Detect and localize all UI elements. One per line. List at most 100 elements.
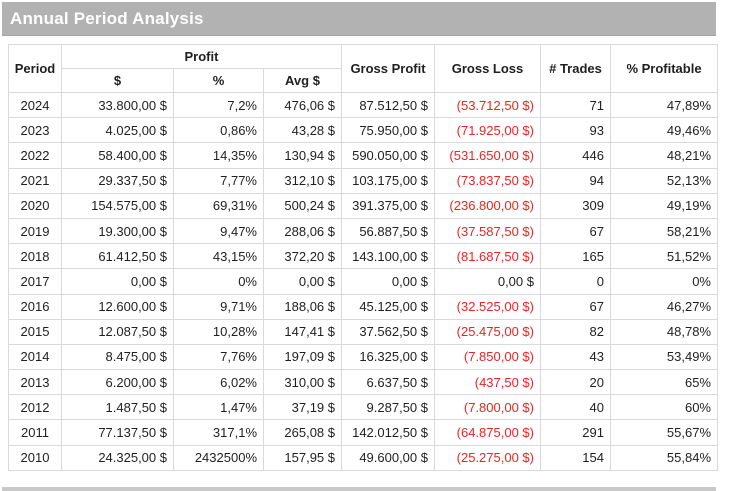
cell-gross-profit: 56.887,50 $	[341, 217, 435, 245]
cell-profit-usd: 77.137,50 $	[61, 419, 174, 446]
cell-profitable: 55,67%	[610, 419, 718, 446]
table-row: 2021 29.337,50 $7,77% 312,10 $103.175,00 $…	[8, 167, 718, 194]
column-header-gross-profit: Gross Profit	[341, 44, 435, 93]
cell-profit-pct: 14,35%	[173, 142, 264, 169]
column-header-profit-avg: Avg $	[263, 68, 342, 93]
column-header-period: Period	[8, 44, 62, 93]
cell-profit-avg: 188,06 $	[263, 293, 342, 320]
cell-gross-loss: (64.875,00 $)	[434, 419, 541, 446]
cell-trades: 40	[540, 394, 611, 421]
cell-gross-loss: (7.800,00 $)	[434, 394, 541, 421]
cell-profit-avg: 372,20 $	[263, 243, 342, 270]
table-header: Period Profit Gross Profit Gross Loss # …	[8, 44, 718, 93]
cell-period: 2022	[8, 142, 62, 169]
cell-trades: 71	[540, 91, 611, 119]
cell-profit-pct: 0,86%	[173, 117, 264, 144]
cell-trades: 446	[540, 142, 611, 169]
cell-profit-pct: 43,15%	[173, 243, 264, 270]
cell-profit-usd: 61.412,50 $	[61, 243, 174, 270]
cell-profit-pct: 9,47%	[173, 217, 264, 245]
cell-trades: 67	[540, 293, 611, 320]
cell-period: 2012	[8, 394, 62, 421]
cell-profitable: 0%	[610, 268, 718, 295]
cell-profit-usd: 6.200,00 $	[61, 369, 174, 396]
cell-profitable: 53,49%	[610, 343, 718, 371]
cell-gross-profit: 37.562,50 $	[341, 318, 435, 345]
table-row: 2019 19.300,00 $9,47% 288,06 $56.887,50 $(…	[8, 217, 718, 245]
cell-gross-loss: (32.525,00 $)	[434, 293, 541, 320]
cell-profit-avg: 288,06 $	[263, 217, 342, 245]
cell-trades: 93	[540, 117, 611, 144]
cell-profit-pct: 2432500%	[173, 444, 264, 471]
cell-gross-profit: 87.512,50 $	[341, 91, 435, 119]
cell-profitable: 51,52%	[610, 243, 718, 270]
cell-gross-loss: (73.837,50 $)	[434, 167, 541, 194]
cell-profitable: 48,78%	[610, 318, 718, 345]
cell-gross-profit: 0,00 $	[341, 268, 435, 295]
cell-profitable: 60%	[610, 394, 718, 421]
cell-profitable: 58,21%	[610, 217, 718, 245]
cell-trades: 154	[540, 444, 611, 471]
cell-profit-avg: 130,94 $	[263, 142, 342, 169]
table-row: 2023 4.025,00 $0,86% 43,28 $75.950,00 $ (71…	[8, 117, 718, 144]
cell-period: 2019	[8, 217, 62, 245]
cell-profit-avg: 0,00 $	[263, 268, 342, 295]
table-row: 2018 61.412,50 $43,15% 372,20 $143.100,00 …	[8, 243, 718, 270]
cell-trades: 0	[540, 268, 611, 295]
cell-period: 2024	[8, 91, 62, 119]
cell-gross-profit: 142.012,50 $	[341, 419, 435, 446]
table-row: 2010 24.325,00 $2432500% 157,95 $49.600,00…	[8, 444, 718, 471]
column-header-profit-pct: %	[173, 68, 264, 93]
cell-period: 2011	[8, 419, 62, 446]
cell-profit-pct: 6,02%	[173, 369, 264, 396]
cell-profitable: 49,19%	[610, 192, 718, 219]
cell-gross-profit: 9.287,50 $	[341, 394, 435, 421]
cell-gross-loss: 0,00 $	[434, 268, 541, 295]
cell-profitable: 52,13%	[610, 167, 718, 194]
cell-period: 2021	[8, 167, 62, 194]
next-section-edge	[2, 487, 716, 491]
cell-trades: 20	[540, 369, 611, 396]
cell-gross-loss: (25.275,00 $)	[434, 444, 541, 471]
cell-gross-profit: 590.050,00 $	[341, 142, 435, 169]
column-header-profitable: % Profitable	[610, 44, 718, 93]
cell-gross-loss: (437,50 $)	[434, 369, 541, 396]
cell-gross-profit: 143.100,00 $	[341, 243, 435, 270]
cell-profitable: 46,27%	[610, 293, 718, 320]
table-row: 2011 77.137,50 $317,1% 265,08 $142.012,50 …	[8, 419, 718, 446]
cell-profit-usd: 12.087,50 $	[61, 318, 174, 345]
annual-period-table: Period Profit Gross Profit Gross Loss # …	[8, 44, 718, 471]
cell-profit-usd: 1.487,50 $	[61, 394, 174, 421]
cell-profit-usd: 33.800,00 $	[61, 91, 174, 119]
cell-profit-usd: 12.600,00 $	[61, 293, 174, 320]
cell-profit-usd: 24.325,00 $	[61, 444, 174, 471]
cell-profitable: 65%	[610, 369, 718, 396]
cell-period: 2018	[8, 243, 62, 270]
cell-gross-loss: (53.712,50 $)	[434, 91, 541, 119]
cell-period: 2015	[8, 318, 62, 345]
cell-trades: 309	[540, 192, 611, 219]
cell-period: 2023	[8, 117, 62, 144]
cell-gross-loss: (71.925,00 $)	[434, 117, 541, 144]
cell-gross-profit: 45.125,00 $	[341, 293, 435, 320]
cell-trades: 43	[540, 343, 611, 371]
cell-profit-avg: 500,24 $	[263, 192, 342, 219]
table-row: 2024 33.800,00 $7,2% 476,06 $87.512,50 $ (5…	[8, 91, 718, 119]
cell-trades: 94	[540, 167, 611, 194]
cell-profit-pct: 7,2%	[173, 91, 264, 119]
cell-period: 2020	[8, 192, 62, 219]
table-row: 2020 154.575,00 $69,31% 500,24 $391.375,00…	[8, 192, 718, 219]
cell-profit-pct: 10,28%	[173, 318, 264, 345]
column-header-gross-loss: Gross Loss	[434, 44, 541, 93]
cell-gross-loss: (531.650,00 $)	[434, 142, 541, 169]
cell-trades: 67	[540, 217, 611, 245]
cell-profit-usd: 19.300,00 $	[61, 217, 174, 245]
cell-profit-avg: 197,09 $	[263, 343, 342, 371]
cell-profit-pct: 7,76%	[173, 343, 264, 371]
table-row: 2015 12.087,50 $10,28% 147,41 $37.562,50 $…	[8, 318, 718, 345]
table-row: 2012 1.487,50 $1,47% 37,19 $9.287,50 $ (7.8…	[8, 394, 718, 421]
cell-profit-pct: 7,77%	[173, 167, 264, 194]
cell-period: 2010	[8, 444, 62, 471]
cell-profit-pct: 1,47%	[173, 394, 264, 421]
column-header-profit-group: Profit	[61, 44, 342, 69]
